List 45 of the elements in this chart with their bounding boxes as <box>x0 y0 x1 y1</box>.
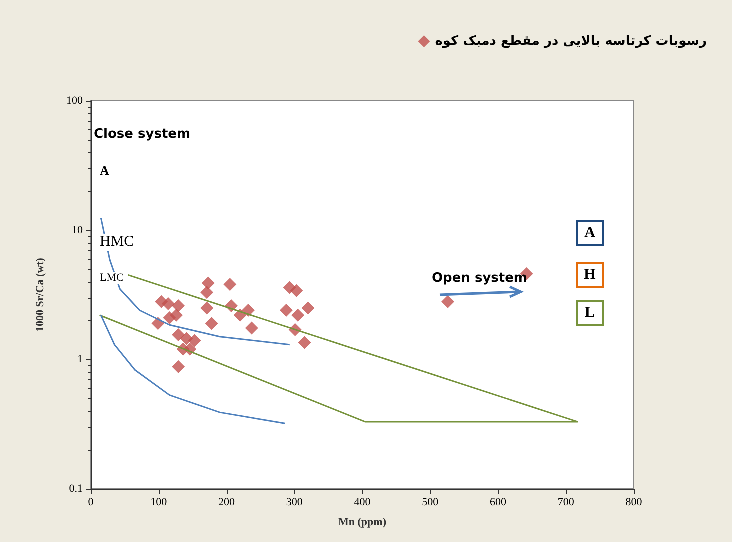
point <box>180 332 194 346</box>
y-axis-title: 1000 Sr/Ca (wt) <box>34 258 46 332</box>
annotation: Close system <box>94 127 191 142</box>
point <box>224 278 237 292</box>
point <box>302 302 315 315</box>
annotation: L <box>576 300 604 326</box>
x-axis-title: Mn (ppm) <box>338 516 387 528</box>
point <box>200 286 214 300</box>
line-series <box>100 314 286 424</box>
point <box>442 295 455 308</box>
legend-label: رسوبات کرتاسه بالایی در مقطع دمبک کوه <box>435 34 707 49</box>
annotation: A <box>100 163 110 179</box>
annotation: H <box>576 262 604 288</box>
annotation: A <box>576 220 604 246</box>
x-tick-label: 100 <box>150 496 168 508</box>
point <box>172 299 186 312</box>
point <box>188 334 202 348</box>
point <box>172 328 186 342</box>
point <box>292 308 305 322</box>
x-tick-label: 200 <box>218 496 236 508</box>
point <box>200 302 214 315</box>
y-tick-label: 100 <box>66 95 84 107</box>
x-tick-label: 500 <box>422 496 440 508</box>
point <box>170 308 184 322</box>
y-tick-label: 0.1 <box>69 483 83 495</box>
point <box>172 360 186 374</box>
y-tick-label: 1 <box>78 354 83 366</box>
line-series <box>100 218 291 346</box>
point <box>280 304 293 317</box>
y-tick-label: 10 <box>72 224 84 236</box>
x-tick-label: 800 <box>626 496 643 508</box>
x-tick-label: 0 <box>88 496 94 508</box>
x-tick-label: 400 <box>354 496 372 508</box>
point <box>290 284 304 298</box>
annotation: LMC <box>100 272 124 284</box>
x-tick-label: 600 <box>490 496 507 508</box>
point <box>162 297 175 310</box>
point <box>202 276 215 290</box>
annotation: HMC <box>100 234 134 251</box>
x-tick-label: 700 <box>558 496 575 508</box>
point <box>205 317 218 330</box>
point <box>245 322 258 335</box>
annotation: Open system <box>432 271 528 286</box>
point <box>298 336 312 350</box>
x-tick-label: 300 <box>286 496 304 508</box>
